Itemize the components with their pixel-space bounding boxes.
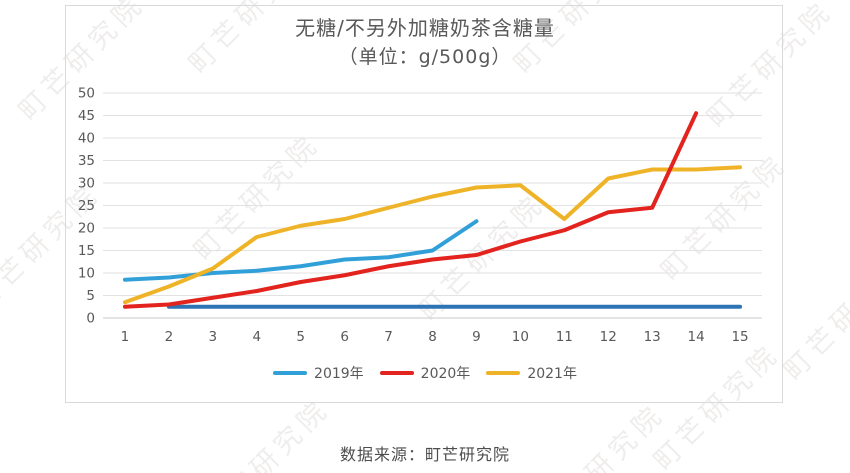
chart-title: 无糖/不另外加糖奶茶含糖量: [295, 16, 555, 40]
series-line-2021: [122, 165, 743, 305]
series-line-2020: [122, 111, 699, 309]
y-axis-tick-label: 15: [78, 243, 95, 259]
y-axis-tick-label: 0: [86, 311, 95, 327]
data-source-label: 数据来源：町芒研究院: [339, 445, 510, 464]
y-axis-tick-label: 20: [78, 221, 95, 237]
legend-item-2019: 2019年: [273, 363, 364, 383]
x-axis-tick-label: 9: [472, 329, 481, 345]
x-axis-tick-label: 15: [731, 329, 748, 345]
legend-label-2019: 2019年: [314, 366, 364, 382]
legend-label-2020: 2020年: [420, 366, 471, 382]
chart-subtitle: （单位：g/500g）: [338, 46, 512, 68]
y-axis-tick-label: 45: [78, 108, 95, 124]
x-axis-tick-label: 14: [688, 329, 705, 345]
x-axis-tick-label: 6: [340, 329, 349, 345]
y-axis-tick-label: 30: [78, 176, 95, 192]
x-axis-tick-label: 3: [209, 329, 218, 345]
y-axis-tick-label: 40: [78, 131, 95, 147]
legend-swatch-2020: [379, 371, 414, 375]
series-line-2019: [122, 219, 479, 282]
y-axis-tick-label: 25: [78, 198, 95, 214]
legend-item-2020: 2020年: [379, 363, 471, 383]
x-axis-tick-label: 7: [384, 329, 393, 345]
x-axis-tick-label: 1: [121, 329, 130, 345]
x-axis-tick-label: 10: [512, 329, 529, 345]
y-axis-tick-label: 5: [86, 288, 95, 304]
legend-swatch-2021: [486, 371, 521, 375]
x-axis-tick-label: 11: [556, 329, 573, 345]
x-axis-tick-label: 5: [296, 329, 305, 345]
x-axis-tick-label: 8: [428, 329, 437, 345]
chart-frame: [65, 5, 783, 403]
legend-label-2021: 2021年: [527, 366, 577, 382]
x-axis-tick-label: 4: [252, 329, 261, 345]
y-axis-tick-label: 10: [78, 266, 95, 282]
x-axis-tick-label: 2: [165, 329, 174, 345]
x-axis-tick-label: 13: [644, 329, 661, 345]
y-axis-tick-label: 35: [78, 153, 95, 169]
chart-legend: 2019年 2020年 2021年: [0, 363, 850, 383]
legend-item-2021: 2021年: [486, 363, 577, 383]
x-axis-tick-label: 12: [600, 329, 617, 345]
legend-swatch-2019: [273, 371, 308, 375]
y-axis-tick-label: 50: [78, 86, 95, 102]
